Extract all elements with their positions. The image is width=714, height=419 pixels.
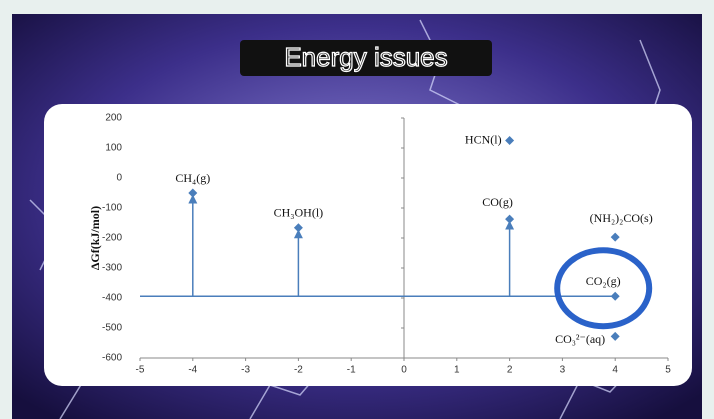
point-label: CO(g): [482, 195, 513, 209]
point-label: CH₃OH(l): [274, 206, 324, 220]
y-tick-label: -400: [102, 293, 122, 304]
x-tick-label: 3: [560, 365, 566, 376]
y-tick-label: -600: [102, 353, 122, 364]
x-tick-label: -1: [347, 365, 356, 376]
point-label: (NH₂)₂CO(s): [590, 211, 653, 225]
point-label: CO₃²⁻(aq): [555, 332, 605, 346]
x-tick-label: -5: [136, 365, 145, 376]
y-tick-label: -300: [102, 263, 122, 274]
point-label: HCN(l): [465, 132, 502, 146]
y-axis-label: ΔGf(kJ/mol): [88, 206, 102, 270]
x-tick-label: 2: [507, 365, 513, 376]
y-tick-label: -500: [102, 323, 122, 334]
y-tick-label: 200: [105, 113, 122, 124]
y-tick-label: -100: [102, 203, 122, 214]
x-tick-label: 0: [401, 365, 407, 376]
y-tick-label: -200: [102, 233, 122, 244]
x-tick-label: -2: [294, 365, 303, 376]
point-label: CH₄(g): [175, 171, 210, 185]
x-tick-label: 1: [454, 365, 460, 376]
slide: Energy issues ΔGf(kJ/mol) -600-500-400-3…: [0, 0, 714, 419]
point-label: CO₂(g): [586, 274, 621, 288]
title: Energy issues: [284, 42, 447, 72]
page: Energy issues ΔGf(kJ/mol) -600-500-400-3…: [0, 0, 714, 419]
x-tick-label: -3: [241, 365, 250, 376]
x-tick-label: -4: [188, 365, 197, 376]
y-tick-label: 0: [116, 173, 122, 184]
x-tick-label: 5: [665, 365, 671, 376]
y-tick-label: 100: [105, 143, 122, 154]
x-tick-label: 4: [612, 365, 618, 376]
